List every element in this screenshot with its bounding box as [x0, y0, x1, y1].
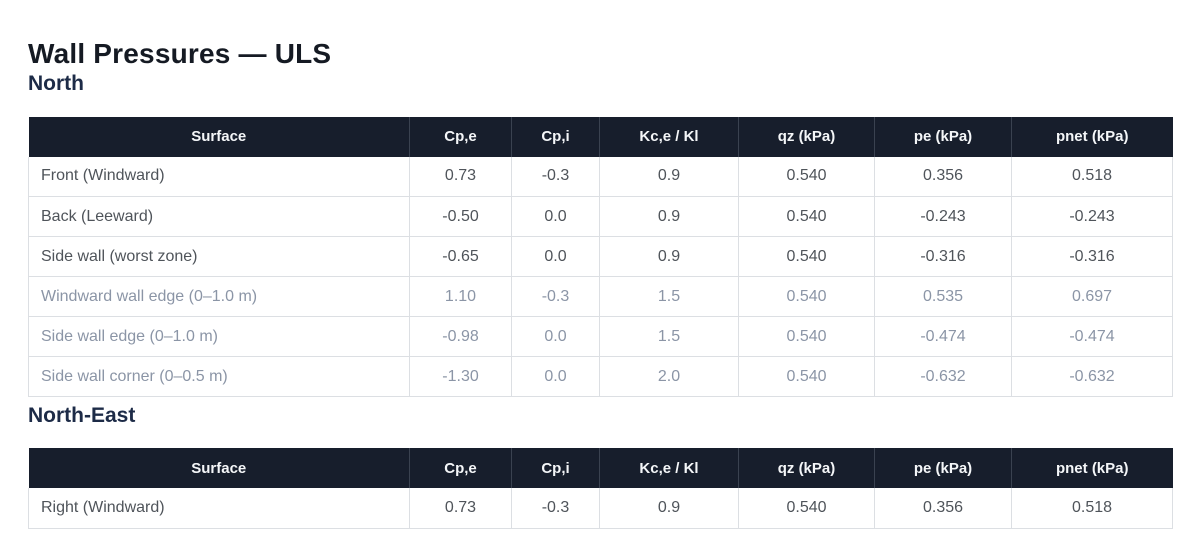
- column-header: Cp,e: [409, 116, 512, 157]
- value-cell: 0.540: [738, 236, 875, 277]
- surface-cell: Front (Windward): [28, 156, 410, 197]
- value-cell: -0.3: [511, 156, 600, 197]
- value-cell: 0.0: [511, 356, 600, 397]
- value-cell: 0.0: [511, 196, 600, 237]
- value-cell: 1.5: [599, 316, 739, 357]
- value-cell: -0.474: [1011, 316, 1173, 357]
- value-cell: -0.65: [409, 236, 512, 277]
- column-header: pe (kPa): [874, 448, 1012, 489]
- value-cell: -0.243: [874, 196, 1012, 237]
- value-cell: 0.540: [738, 316, 875, 357]
- surface-cell: Side wall (worst zone): [28, 236, 410, 277]
- surface-cell: Windward wall edge (0–1.0 m): [28, 276, 410, 317]
- value-cell: 1.10: [409, 276, 512, 317]
- value-cell: 0.9: [599, 156, 739, 197]
- value-cell: -1.30: [409, 356, 512, 397]
- column-header: Cp,i: [511, 116, 600, 157]
- column-header: Cp,e: [409, 448, 512, 489]
- table-header-row: Surface Cp,e Cp,i Kc,e / Kl qz (kPa) pe (kPa)…: [28, 116, 1173, 157]
- column-header: Surface: [28, 448, 410, 489]
- value-cell: -0.3: [511, 488, 600, 529]
- value-cell: 0.9: [599, 488, 739, 529]
- wall-pressure-table-north: Surface Cp,e Cp,i Kc,e / Kl qz (kPa) pe (kPa)…: [28, 116, 1173, 397]
- value-cell: -0.3: [511, 276, 600, 317]
- surface-cell: Back (Leeward): [28, 196, 410, 237]
- value-cell: 0.697: [1011, 276, 1173, 317]
- value-cell: 0.0: [511, 236, 600, 277]
- value-cell: 0.540: [738, 156, 875, 197]
- section-north-east: North-East Surface Cp,e Cp,i Kc,e / Kl qz (k…: [28, 404, 1173, 529]
- column-header: pnet (kPa): [1011, 448, 1173, 489]
- value-cell: 0.540: [738, 356, 875, 397]
- report-page: Wall Pressures — ULS North Surface Cp,e Cp…: [0, 38, 1200, 529]
- value-cell: 0.73: [409, 156, 512, 197]
- table-row: Side wall edge (0–1.0 m) -0.98 0.0 1.5 0.540…: [28, 316, 1173, 357]
- value-cell: 0.0: [511, 316, 600, 357]
- value-cell: 0.356: [874, 156, 1012, 197]
- column-header: pnet (kPa): [1011, 116, 1173, 157]
- value-cell: -0.632: [1011, 356, 1173, 397]
- column-header: qz (kPa): [738, 116, 875, 157]
- column-header: Cp,i: [511, 448, 600, 489]
- value-cell: 0.518: [1011, 488, 1173, 529]
- column-header: pe (kPa): [874, 116, 1012, 157]
- page-title: Wall Pressures — ULS: [28, 38, 332, 69]
- value-cell: -0.50: [409, 196, 512, 237]
- value-cell: 0.540: [738, 196, 875, 237]
- value-cell: 0.540: [738, 488, 875, 529]
- value-cell: 1.5: [599, 276, 739, 317]
- value-cell: 0.9: [599, 236, 739, 277]
- value-cell: 0.73: [409, 488, 512, 529]
- value-cell: 0.356: [874, 488, 1012, 529]
- value-cell: -0.316: [874, 236, 1012, 277]
- value-cell: 0.518: [1011, 156, 1173, 197]
- table-row: Right (Windward) 0.73 -0.3 0.9 0.540 0.356 0.5…: [28, 488, 1173, 529]
- table-body: Right (Windward) 0.73 -0.3 0.9 0.540 0.356 0.5…: [28, 488, 1173, 529]
- wall-pressure-table-north-east: Surface Cp,e Cp,i Kc,e / Kl qz (kPa) pe (kPa)…: [28, 448, 1173, 529]
- table-row: Side wall (worst zone) -0.65 0.0 0.9 0.540 -0…: [28, 236, 1173, 277]
- table-row: Windward wall edge (0–1.0 m) 1.10 -0.3 1.5 0…: [28, 276, 1173, 317]
- table-body: Front (Windward) 0.73 -0.3 0.9 0.540 0.356 0.5…: [28, 156, 1173, 397]
- surface-cell: Right (Windward): [28, 488, 410, 529]
- table-row: Side wall corner (0–0.5 m) -1.30 0.0 2.0 0.5…: [28, 356, 1173, 397]
- table-row: Front (Windward) 0.73 -0.3 0.9 0.540 0.356 0.5…: [28, 156, 1173, 197]
- table-header-row: Surface Cp,e Cp,i Kc,e / Kl qz (kPa) pe (kPa)…: [28, 448, 1173, 489]
- table-row: Back (Leeward) -0.50 0.0 0.9 0.540 -0.243 -0.2…: [28, 196, 1173, 237]
- surface-cell: Side wall corner (0–0.5 m): [28, 356, 410, 397]
- column-header: Kc,e / Kl: [599, 448, 739, 489]
- column-header: Surface: [28, 116, 410, 157]
- value-cell: 0.540: [738, 276, 875, 317]
- value-cell: -0.316: [1011, 236, 1173, 277]
- section-heading-north-east: North-East: [28, 404, 136, 427]
- value-cell: -0.243: [1011, 196, 1173, 237]
- section-heading-north: North: [28, 72, 84, 96]
- column-header: qz (kPa): [738, 448, 875, 489]
- surface-cell: Side wall edge (0–1.0 m): [28, 316, 410, 357]
- value-cell: -0.98: [409, 316, 512, 357]
- value-cell: -0.632: [874, 356, 1012, 397]
- value-cell: 2.0: [599, 356, 739, 397]
- column-header: Kc,e / Kl: [599, 116, 739, 157]
- value-cell: 0.9: [599, 196, 739, 237]
- value-cell: 0.535: [874, 276, 1012, 317]
- value-cell: -0.474: [874, 316, 1012, 357]
- section-north: North Surface Cp,e Cp,i Kc,e / Kl qz (kPa) pe…: [28, 72, 1173, 397]
